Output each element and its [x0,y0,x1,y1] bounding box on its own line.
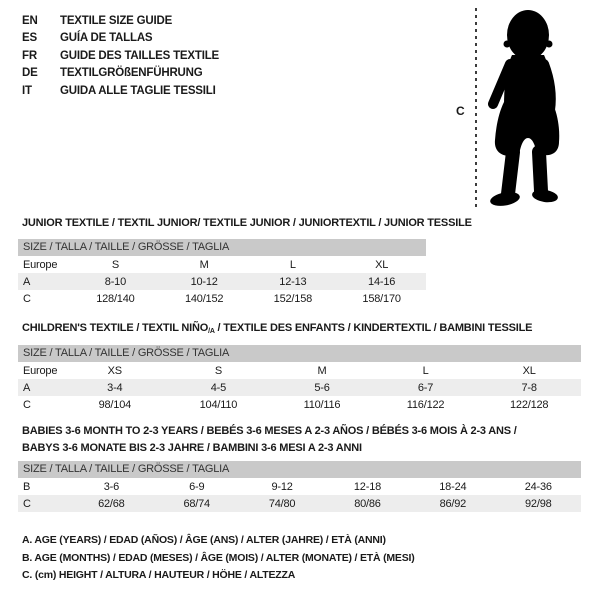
language-code: ES [22,32,37,45]
table-cell: 152/158 [273,292,313,305]
size-header-bar: SIZE / TALLA / TAILLE / GRÖSSE / TAGLIA [18,345,581,362]
table-cell: 128/140 [96,292,135,305]
table-cell: 18-24 [439,480,467,493]
table-cell: 14-16 [368,275,396,288]
babies-section-title: BABIES 3-6 MONTH TO 2-3 YEARS / BEBÉS 3-… [22,423,517,457]
table-cell: 80/86 [354,497,381,510]
language-row-en: EN TEXTILE SIZE GUIDE [22,12,219,30]
table-cell: 62/68 [98,497,125,510]
table-cell: 110/116 [303,398,341,411]
note-age-years: A. AGE (YEARS) / EDAD (AÑOS) / ÂGE (ANS)… [22,534,386,546]
table-row: Europe XS S M L XL [18,362,581,379]
table-cell: 10-12 [190,275,218,288]
row-label: A [23,275,31,288]
junior-size-table: SIZE / TALLA / TAILLE / GRÖSSE / TAGLIA … [18,239,426,307]
table-cell: S [214,364,222,377]
language-code: EN [22,14,38,27]
language-code: FR [22,49,37,62]
language-row-fr: FR GUIDE DES TAILLES TEXTILE [22,47,219,65]
row-label: B [23,480,31,493]
size-header-bar: SIZE / TALLA / TAILLE / GRÖSSE / TAGLIA [18,239,426,256]
note-age-months: B. AGE (MONTHS) / EDAD (MESES) / ÂGE (MO… [22,551,415,564]
table-cell: 140/152 [184,292,224,305]
table-cell: 7-8 [521,381,538,394]
legend-notes: A. AGE (YEARS) / EDAD (AÑOS) / ÂGE (ANS)… [22,532,415,585]
section-title-line2: BABYS 3-6 MONATE BIS 2-3 JAHRE / BAMBINI… [22,442,362,454]
table-cell: S [111,258,119,271]
table-row: B 3-6 6-9 9-12 12-18 18-24 24-36 [18,478,581,495]
language-title: GUIDE DES TAILLES TEXTILE [60,49,219,62]
note-height-cm: C. (cm) HEIGHT / ALTURA / HAUTEUR / HÖHE… [22,569,296,581]
row-label: A [23,381,31,394]
table-cell: 12-13 [279,275,307,288]
table-cell: M [317,364,327,377]
table-row: C 62/68 68/74 74/80 80/86 86/92 92/98 [18,495,581,512]
language-code: IT [22,84,32,97]
language-title: TEXTILE SIZE GUIDE [60,14,173,27]
table-row: A 3-4 4-5 5-6 6-7 7-8 [18,379,581,396]
row-label: C [23,497,31,510]
table-row: A 8-10 10-12 12-13 14-16 [18,273,426,290]
table-cell: XL [375,258,389,271]
table-cell: 86/92 [439,497,467,510]
babies-table: B 3-6 6-9 9-12 12-18 18-24 24-36 C 62/68 68/74 74/… [18,478,581,512]
table-cell: 3-4 [107,381,123,394]
table-cell: L [289,258,296,271]
row-label: Europe [23,258,58,271]
table-row: Europe S M L XL [18,256,426,273]
section-title-line1: BABIES 3-6 MONTH TO 2-3 YEARS / BEBÉS 3-… [22,425,517,437]
children-table: Europe XS S M L XL A 3-4 4-5 5-6 6-7 7-8 C 98/104 104/… [18,362,581,413]
table-cell: 92/98 [525,497,552,510]
row-label: Europe [23,364,58,377]
height-measure-line [475,8,477,210]
table-cell: 68/74 [183,497,210,510]
size-header-bar: SIZE / TALLA / TAILLE / GRÖSSE / TAGLIA [18,461,581,478]
table-cell: 74/80 [268,497,296,510]
table-cell: 3-6 [103,480,120,493]
table-cell: M [199,258,209,271]
table-cell: 5-6 [314,381,330,394]
table-cell: 6-9 [189,480,205,493]
language-row-de: DE TEXTILGRÖßENFÜHRUNG [22,65,219,83]
language-row-it: IT GUIDA ALLE TAGLIE TESSILI [22,82,219,100]
table-cell: 4-5 [210,381,227,394]
section-title-text: JUNIOR TEXTILE / TEXTIL JUNIOR/ TEXTILE … [22,217,472,229]
babies-size-table: SIZE / TALLA / TAILLE / GRÖSSE / TAGLIA … [18,461,581,512]
table-cell: 9-12 [271,480,293,493]
table-cell: XL [522,364,536,377]
children-section-title: CHILDREN'S TEXTILE / TEXTIL NIÑO/A / TEX… [22,320,533,340]
language-title: GUIDA ALLE TAGLIE TESSILI [60,84,216,97]
table-cell: XS [107,364,122,377]
section-title-subscript: /A [208,328,215,335]
table-cell: 122/128 [509,398,549,411]
table-cell: 6-7 [417,381,434,394]
language-title: GUÍA DE TALLAS [60,32,153,45]
language-title: TEXTILGRÖßENFÜHRUNG [60,67,203,80]
table-cell: 24-36 [524,480,552,493]
table-row: C 128/140 140/152 152/158 158/170 [18,290,426,307]
table-row: C 98/104 104/110 110/116 116/122 122/128 [18,396,581,413]
table-cell: 8-10 [104,275,126,288]
junior-section-title: JUNIOR TEXTILE / TEXTIL JUNIOR/ TEXTILE … [22,215,472,232]
row-label: C [23,398,31,411]
language-code: DE [22,67,38,80]
junior-table: Europe S M L XL A 8-10 10-12 12-13 14-16 C 128/140 1… [18,256,426,307]
table-cell: 116/122 [406,398,445,411]
children-size-table: SIZE / TALLA / TAILLE / GRÖSSE / TAGLIA … [18,345,581,413]
baby-silhouette-icon [488,10,560,206]
section-title-text: CHILDREN'S TEXTILE / TEXTIL NIÑO [22,322,209,334]
table-cell: 104/110 [199,398,238,411]
table-cell: 98/104 [98,398,132,411]
language-row-es: ES GUÍA DE TALLAS [22,30,219,48]
table-cell: 158/170 [362,292,401,305]
section-title-text: / TEXTILE DES ENFANTS / KINDERTEXTIL / B… [214,322,533,334]
language-list: EN TEXTILE SIZE GUIDE ES GUÍA DE TALLAS … [22,12,219,100]
height-measure-label: C [456,104,465,118]
table-cell: 12-18 [353,480,382,493]
table-cell: L [422,364,429,377]
row-label: C [23,292,31,305]
